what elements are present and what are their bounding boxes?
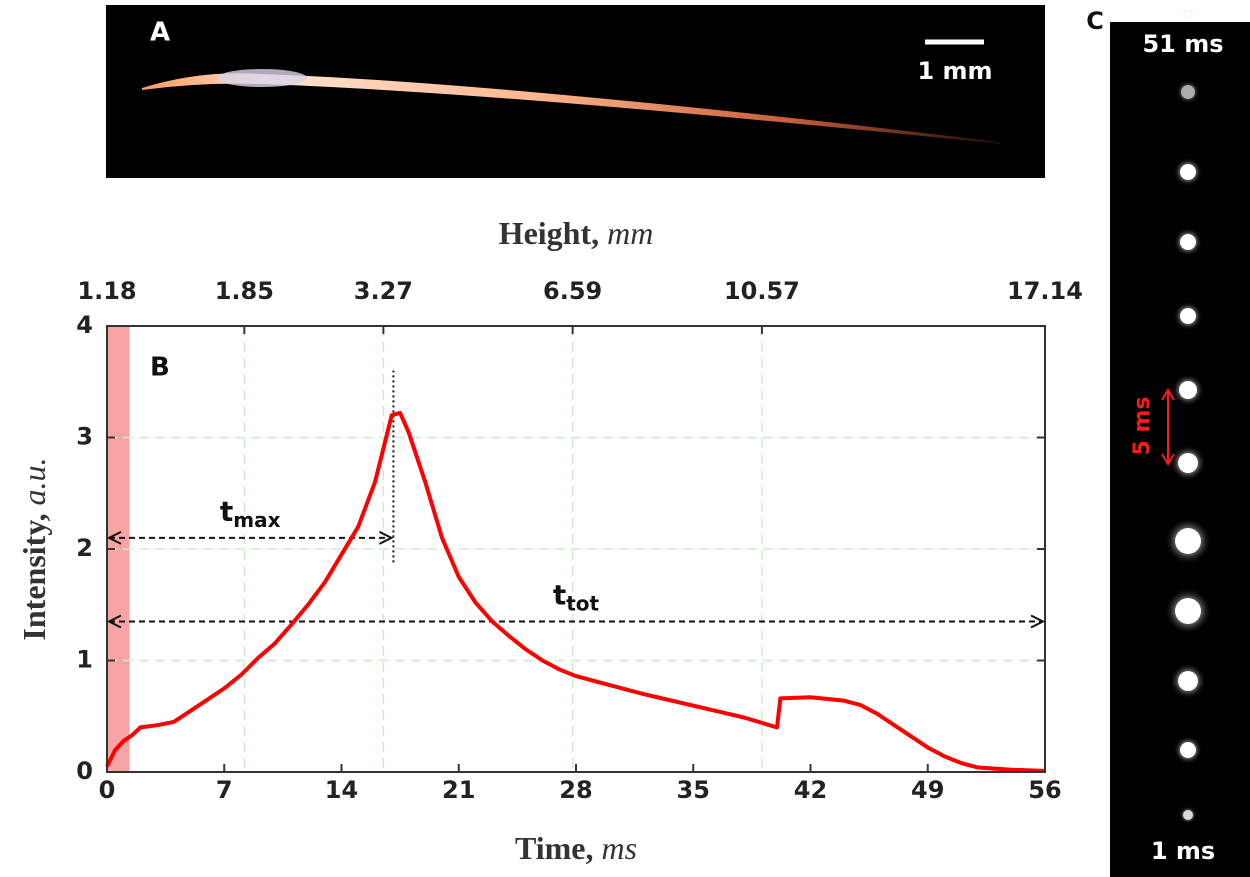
- y-tick-label: 3: [76, 423, 93, 451]
- y-tick-label: 4: [76, 311, 93, 339]
- droplet: [1175, 598, 1201, 624]
- x2-tick-label: 17.14: [1007, 277, 1083, 305]
- x-axis-title-unit: ms: [601, 830, 637, 866]
- chart: 0 7 14 21 28 35 42 49 56 0 1 2 3 4 1.18 1.85 3.27 6.59 10.…: [16, 215, 1083, 866]
- x2-tick-label: 6.59: [543, 277, 602, 305]
- droplet: [1175, 528, 1201, 554]
- x-axis-title: Time, ms: [515, 830, 637, 866]
- x-tick-label: 42: [794, 776, 827, 804]
- droplet: [1178, 453, 1198, 473]
- x2-axis-title-text: Height,: [499, 215, 607, 251]
- annotation-label: ttot: [553, 578, 600, 615]
- x-tick-label: 28: [559, 776, 592, 804]
- annotation-main: t: [220, 495, 233, 528]
- panel-label: C: [1086, 7, 1104, 35]
- x2-tick-label: 10.57: [724, 277, 800, 305]
- x-tick-label: 21: [442, 776, 475, 804]
- interval-label: 5 ms: [1130, 397, 1155, 456]
- flame-image: [106, 5, 1045, 178]
- arrowhead: [106, 614, 1046, 629]
- annotation-main: t: [553, 578, 566, 611]
- x-tick-label: 56: [1028, 776, 1061, 804]
- droplet: [1183, 810, 1193, 820]
- droplet: [1180, 308, 1196, 324]
- x2-axis-title-unit: mm: [607, 215, 653, 251]
- x2-tick-label: 1.18: [77, 277, 136, 305]
- droplet: [1180, 234, 1196, 250]
- droplet: [1178, 671, 1198, 691]
- y-axis-title: Intensity, a.u.: [16, 457, 52, 640]
- droplet: [1180, 164, 1196, 180]
- annotation-sub: tot: [566, 591, 599, 615]
- scale-label: 1 mm: [917, 57, 992, 85]
- y-axis-title-unit: a.u.: [16, 457, 52, 505]
- y-tick-label: 0: [76, 757, 93, 785]
- x-tick-label: 7: [216, 776, 233, 804]
- panel-label: A: [150, 18, 170, 48]
- annotation-label: tmax: [220, 495, 281, 532]
- data-line: [105, 410, 1046, 773]
- x-tick-label: 14: [325, 776, 358, 804]
- droplet-glow: [1182, 8, 1194, 20]
- x2-axis-title: Height, mm: [499, 215, 654, 251]
- panel-label: B: [150, 353, 170, 383]
- y-tick-label: 2: [76, 534, 93, 562]
- time-label: 1 ms: [1151, 837, 1215, 865]
- flame-glow: [217, 69, 307, 87]
- x2-tick-label: 1.85: [215, 277, 274, 305]
- panel-a: A 1 mm: [106, 5, 1045, 178]
- panel-c: C 51 ms 1 ms 5 ms: [1086, 7, 1250, 877]
- droplet: [1179, 381, 1197, 399]
- droplet: [1185, 11, 1191, 17]
- time-label: 51 ms: [1142, 30, 1223, 58]
- y-axis-title-text: Intensity,: [16, 505, 52, 640]
- annotation-sub: max: [233, 507, 280, 531]
- x-tick-label: 35: [677, 776, 710, 804]
- x2-tick-label: 3.27: [354, 277, 413, 305]
- plot-frame: [106, 325, 1046, 773]
- x-tick-label: 0: [99, 776, 116, 804]
- droplet: [1181, 85, 1195, 99]
- x-axis-title-text: Time,: [515, 830, 602, 866]
- x-tick-label: 49: [911, 776, 944, 804]
- droplet: [1180, 742, 1196, 758]
- arrowhead: [106, 530, 394, 545]
- y-tick-label: 1: [76, 646, 93, 674]
